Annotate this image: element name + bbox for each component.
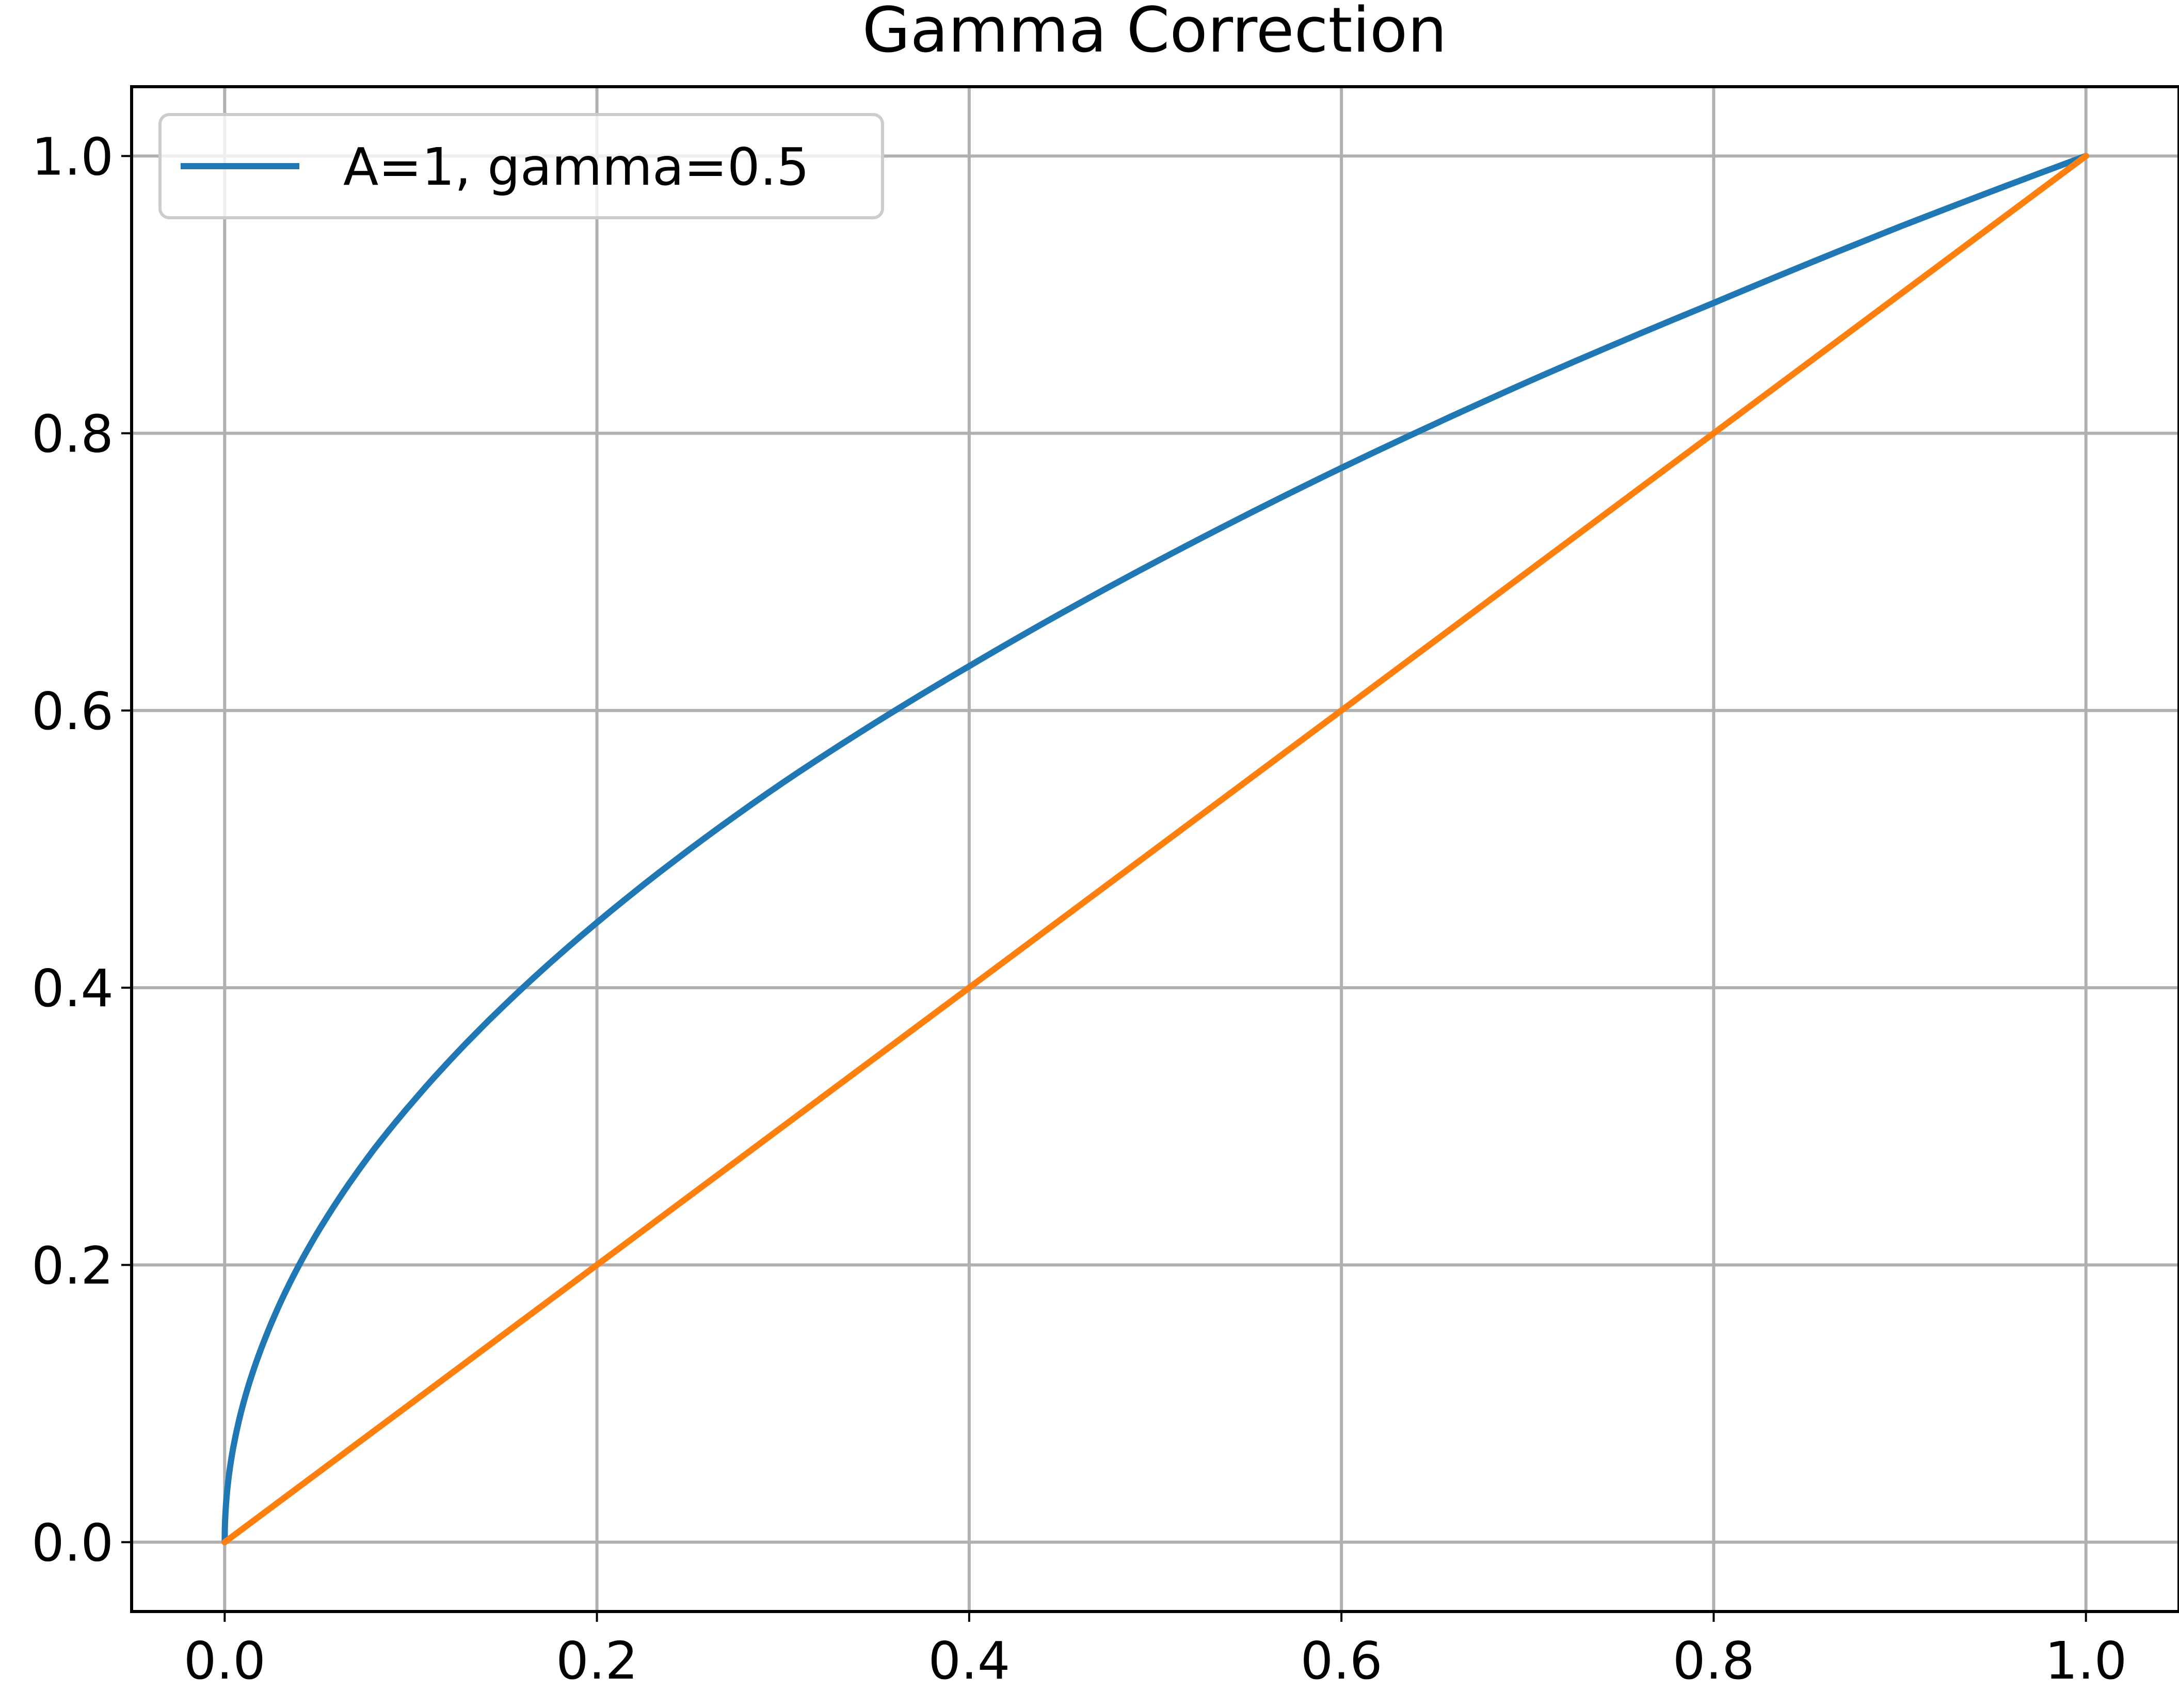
y-tick-label: 0.0 [31, 1513, 114, 1573]
axis-ticks: 0.0 0.2 0.4 0.6 0.8 1.0 0.0 0.2 0.4 0.6 0.8 1.0 [31, 126, 2127, 1691]
series-line-0 [221, 153, 2089, 1545]
x-tick-label: 1.0 [2045, 1631, 2127, 1691]
chart-title: Gamma Correction [862, 0, 1447, 67]
series-line-1 [221, 153, 2089, 1545]
x-tick-label: 0.4 [928, 1631, 1010, 1691]
y-tick-label: 0.6 [31, 681, 114, 742]
x-tick-label: 0.2 [556, 1631, 638, 1691]
plot-frame [130, 85, 2179, 1613]
x-tick-label: 0.8 [1673, 1631, 1755, 1691]
legend-label: A=1, gamma=0.5 [343, 137, 809, 197]
x-tick-label: 0.0 [184, 1631, 266, 1691]
series-layer [221, 153, 2089, 1545]
y-tick-label: 0.2 [31, 1235, 114, 1296]
x-tick-label: 0.6 [1301, 1631, 1383, 1691]
y-tick-label: 0.4 [31, 958, 114, 1019]
y-tick-label: 1.0 [31, 126, 114, 187]
legend-box [158, 113, 884, 219]
legend: A=1, gamma=0.5 [158, 113, 884, 219]
y-tick-label: 0.8 [31, 404, 114, 464]
